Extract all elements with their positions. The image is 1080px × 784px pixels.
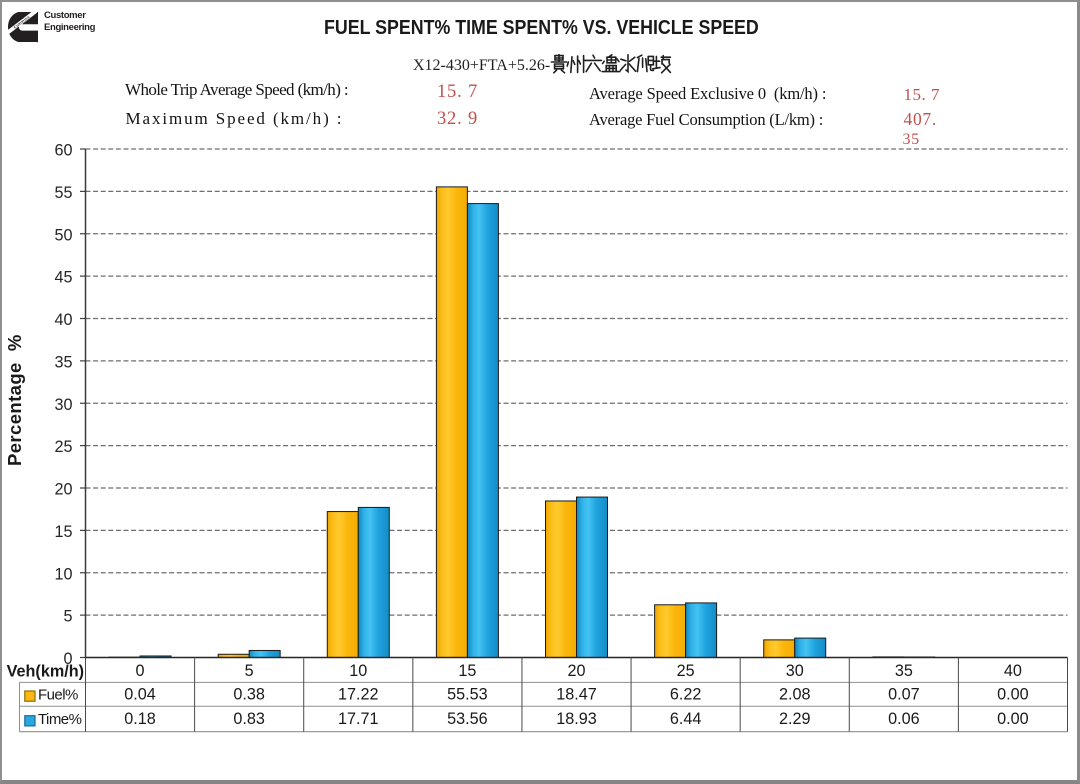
svg-text:0: 0 <box>136 662 145 680</box>
svg-text:35: 35 <box>54 353 72 371</box>
svg-text:40: 40 <box>1004 662 1022 680</box>
svg-text:0.00: 0.00 <box>997 710 1029 728</box>
svg-text:10: 10 <box>54 565 72 583</box>
svg-text:Time%: Time% <box>38 711 82 728</box>
svg-text:17.22: 17.22 <box>338 685 379 703</box>
svg-text:5: 5 <box>63 608 72 626</box>
svg-text:0.83: 0.83 <box>233 710 265 728</box>
svg-text:0.38: 0.38 <box>233 685 265 703</box>
svg-text:0.18: 0.18 <box>124 710 156 728</box>
svg-text:55: 55 <box>54 184 72 202</box>
svg-text:0: 0 <box>63 650 72 668</box>
svg-text:2.29: 2.29 <box>779 710 811 728</box>
svg-text:10: 10 <box>349 662 367 680</box>
svg-text:55.53: 55.53 <box>447 685 488 703</box>
svg-text:0.04: 0.04 <box>124 685 156 703</box>
svg-text:15: 15 <box>54 523 72 541</box>
svg-text:6.22: 6.22 <box>670 685 702 703</box>
svg-text:50: 50 <box>54 226 72 244</box>
svg-text:30: 30 <box>786 662 804 680</box>
svg-text:0.00: 0.00 <box>997 685 1029 703</box>
svg-text:25: 25 <box>677 662 695 680</box>
svg-text:20: 20 <box>54 481 72 499</box>
svg-text:Fuel%: Fuel% <box>38 686 78 703</box>
svg-text:18.93: 18.93 <box>556 710 597 728</box>
svg-text:35: 35 <box>895 662 913 680</box>
svg-text:0.06: 0.06 <box>888 710 920 728</box>
svg-text:15: 15 <box>458 662 476 680</box>
svg-text:20: 20 <box>567 662 585 680</box>
svg-text:2.08: 2.08 <box>779 685 811 703</box>
svg-text:5: 5 <box>245 662 254 680</box>
svg-text:53.56: 53.56 <box>447 710 488 728</box>
svg-text:0.07: 0.07 <box>888 685 920 703</box>
svg-text:45: 45 <box>54 269 72 287</box>
svg-text:30: 30 <box>54 396 72 414</box>
svg-text:17.71: 17.71 <box>338 710 379 728</box>
svg-text:18.47: 18.47 <box>556 685 597 703</box>
svg-text:60: 60 <box>54 142 72 160</box>
svg-text:Veh(km/h): Veh(km/h) <box>7 662 84 680</box>
svg-text:40: 40 <box>54 311 72 329</box>
svg-text:6.44: 6.44 <box>670 710 702 728</box>
svg-text:25: 25 <box>54 438 72 456</box>
